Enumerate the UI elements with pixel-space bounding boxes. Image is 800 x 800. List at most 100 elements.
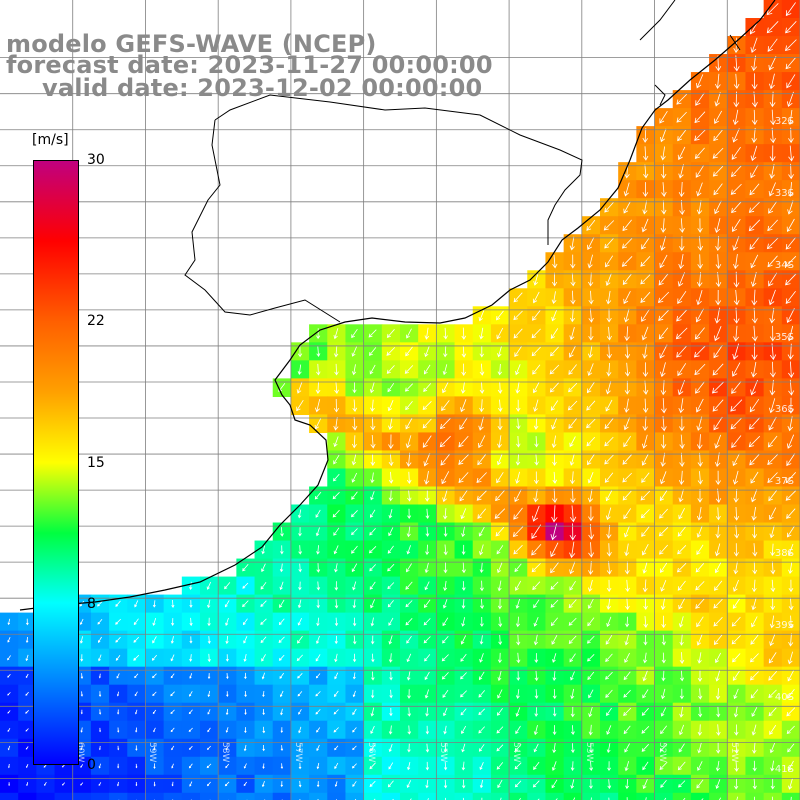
- field-cell: [345, 540, 365, 560]
- wind-arrow: [280, 745, 284, 752]
- field-cell: [600, 702, 619, 722]
- field-cell: [763, 270, 783, 289]
- wind-arrow: [352, 599, 357, 609]
- wind-arrow: [550, 542, 559, 558]
- field-cell: [709, 378, 728, 397]
- wind-arrow: [732, 453, 740, 467]
- wind-arrow: [660, 164, 667, 179]
- wind-arrow: [734, 525, 740, 539]
- field-cell: [436, 648, 456, 668]
- wind-arrow: [370, 491, 375, 501]
- wind-arrow: [750, 254, 759, 269]
- wind-arrow: [788, 615, 794, 629]
- wind-arrow: [515, 725, 521, 735]
- field-cell: [709, 324, 728, 343]
- field-cell: [436, 450, 456, 470]
- field-cell: [363, 774, 383, 794]
- wind-arrow: [296, 654, 303, 662]
- field-cell: [109, 648, 128, 668]
- wind-arrow: [696, 434, 703, 450]
- wind-arrow: [586, 219, 596, 231]
- wind-arrow: [732, 218, 741, 233]
- field-cell: [272, 648, 292, 668]
- wind-arrow: [516, 417, 521, 430]
- wind-arrow: [424, 489, 430, 502]
- wind-arrow: [643, 597, 648, 610]
- wind-arrow: [370, 509, 376, 518]
- field-cell: [418, 612, 437, 632]
- wind-arrow: [751, 307, 758, 324]
- wind-arrow: [550, 617, 559, 627]
- wind-arrow: [767, 219, 778, 232]
- wind-arrow: [549, 382, 559, 393]
- field-cell: [181, 684, 201, 704]
- wind-arrow: [461, 779, 466, 789]
- wind-arrow: [531, 563, 541, 573]
- field-cell: [636, 234, 656, 253]
- wind-arrow: [388, 471, 394, 484]
- field-cell: [400, 576, 419, 596]
- field-cell: [54, 792, 74, 800]
- wind-arrow: [751, 707, 758, 717]
- wind-arrow: [369, 382, 375, 394]
- wind-arrow: [643, 380, 649, 395]
- wind-arrow: [606, 543, 612, 557]
- wind-arrow: [534, 436, 539, 448]
- wind-arrow: [552, 653, 557, 663]
- wind-arrow: [750, 689, 759, 699]
- wind-arrow: [605, 634, 613, 645]
- wind-arrow: [515, 399, 521, 412]
- wind-arrow: [659, 508, 668, 519]
- wind-arrow: [769, 724, 777, 735]
- wind-arrow: [224, 600, 230, 608]
- wind-arrow: [696, 416, 703, 431]
- wind-arrow: [786, 91, 794, 108]
- wind-arrow: [570, 725, 575, 736]
- wind-arrow: [387, 563, 395, 572]
- wind-arrow: [407, 490, 412, 502]
- wind-arrow: [552, 725, 557, 736]
- wind-arrow: [751, 579, 757, 593]
- wind-arrow: [25, 654, 29, 662]
- wind-arrow: [515, 580, 522, 591]
- wind-arrow: [423, 452, 431, 467]
- field-cell: [690, 360, 710, 379]
- wind-arrow: [731, 146, 741, 160]
- wind-arrow: [170, 673, 175, 679]
- colorbar: [m/s] 30 22 15 8 0: [0, 128, 110, 780]
- wind-arrow: [587, 489, 593, 503]
- wind-arrow: [388, 527, 394, 537]
- wind-arrow: [751, 361, 757, 378]
- field-cell: [581, 234, 601, 253]
- field-cell: [36, 792, 56, 800]
- wind-arrow: [460, 508, 467, 520]
- wind-arrow: [715, 543, 721, 557]
- wind-arrow: [643, 634, 648, 646]
- wind-arrow: [786, 689, 795, 699]
- field-cell: [345, 558, 365, 578]
- wind-arrow: [622, 219, 632, 232]
- field-cell: [327, 702, 347, 722]
- wind-arrow: [425, 743, 430, 753]
- wind-arrow: [117, 763, 120, 769]
- wind-arrow: [642, 416, 648, 432]
- wind-arrow: [387, 400, 394, 412]
- wind-arrow: [730, 417, 742, 430]
- wind-arrow: [334, 599, 339, 609]
- wind-arrow: [153, 727, 156, 733]
- wind-arrow: [533, 761, 540, 771]
- field-cell: [672, 306, 692, 325]
- colorbar-tick-8: 8: [87, 595, 96, 612]
- field-cell: [472, 720, 492, 740]
- wind-arrow: [279, 581, 284, 591]
- field-cell: [618, 684, 637, 704]
- wind-arrow: [369, 762, 376, 770]
- field-cell: [763, 486, 783, 506]
- wind-arrow: [315, 673, 321, 679]
- field-cell: [345, 702, 365, 722]
- wind-arrow: [207, 727, 211, 733]
- wind-arrow: [534, 454, 539, 466]
- wind-arrow: [496, 762, 504, 770]
- wind-arrow: [640, 274, 651, 285]
- wind-arrow: [712, 363, 724, 376]
